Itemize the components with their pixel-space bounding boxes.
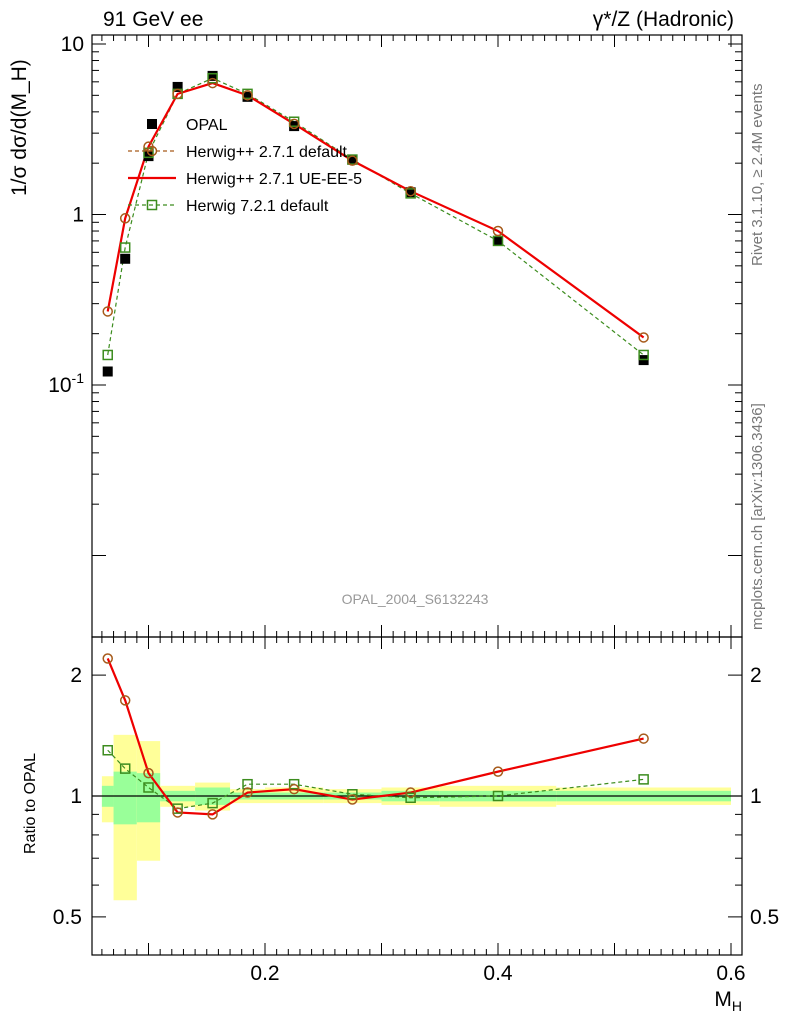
legend-label: Herwig++ 2.7.1 default bbox=[186, 144, 348, 161]
opal-data-point bbox=[102, 366, 113, 377]
herwigpp-default-point bbox=[347, 155, 358, 166]
herwig7-default-point bbox=[492, 235, 504, 247]
opal-data-point bbox=[493, 235, 503, 246]
x-tick-label: 0.2 bbox=[250, 962, 279, 985]
ratio-herwigpp-default-point bbox=[172, 807, 183, 818]
ratio-herwig7-point bbox=[492, 790, 504, 802]
ratio-stat-band bbox=[136, 773, 161, 823]
herwigpp-default-point bbox=[172, 88, 183, 100]
legend-label: Herwig 7.2.1 default bbox=[186, 198, 329, 215]
ratio-herwig7-line bbox=[107, 749, 644, 810]
ratio-herwig7-point bbox=[172, 803, 183, 814]
legend-marker bbox=[147, 119, 157, 129]
ratio-herwigpp-ueee5-line bbox=[106, 658, 644, 816]
herwig7-default-point bbox=[638, 349, 649, 361]
legend-label: Herwig++ 2.7.1 UE-EE-5 bbox=[186, 171, 362, 188]
herwig7-default-point bbox=[102, 349, 113, 361]
ratio-herwig7-point bbox=[405, 792, 416, 804]
x-tick-label: 0.6 bbox=[716, 962, 745, 985]
ratio-herwig7-point bbox=[143, 782, 154, 793]
legend-marker bbox=[146, 145, 158, 157]
herwigpp-default-point bbox=[242, 90, 253, 101]
herwig7-default-point bbox=[207, 72, 218, 84]
ratio-herwig7-point bbox=[638, 774, 649, 785]
ratio-tick-label: 2 bbox=[70, 664, 82, 687]
x-axis-title: MH bbox=[714, 988, 742, 1014]
y-tick-label: 10 bbox=[61, 33, 84, 56]
y-tick-label: 1 bbox=[72, 204, 84, 227]
ratio-tick-label-right: 2 bbox=[750, 664, 762, 687]
herwigpp-default-point bbox=[119, 213, 131, 224]
herwigpp-default-point bbox=[288, 118, 300, 130]
ratio-tick-label-right: 0.5 bbox=[750, 906, 779, 929]
ratio-stat-band bbox=[113, 771, 137, 825]
opal-data-point bbox=[120, 253, 131, 264]
herwigpp-default-point bbox=[638, 332, 649, 343]
opal-data-point bbox=[242, 91, 253, 102]
opal-data-point bbox=[405, 187, 416, 198]
ratio-herwigpp-default-point bbox=[347, 794, 358, 805]
ratio-herwigpp-default-point bbox=[638, 733, 649, 744]
analysis-label: OPAL_2004_S6132243 bbox=[342, 591, 489, 607]
ratio-herwigpp-default-point bbox=[492, 766, 504, 777]
ratio-herwig7-point bbox=[119, 763, 131, 774]
herwigpp-default-point bbox=[405, 185, 416, 197]
y-tick-label: 10-1 bbox=[48, 370, 84, 397]
ratio-herwig7-point bbox=[288, 778, 300, 790]
header-left: 91 GeV ee bbox=[103, 8, 204, 31]
header-right: γ*/Z (Hadronic) bbox=[592, 8, 734, 31]
ratio-herwigpp-default-point bbox=[242, 787, 253, 798]
ratio-herwigpp-default-point bbox=[288, 783, 300, 795]
ratio-tick-label: 1 bbox=[70, 785, 82, 808]
herwigpp-default-point bbox=[207, 77, 218, 89]
ratio-herwigpp-default-point bbox=[102, 653, 113, 664]
ratio-herwigpp-default-point bbox=[405, 787, 416, 798]
legend-marker bbox=[146, 199, 158, 211]
ratio-herwig7-point bbox=[207, 797, 218, 809]
ratio-herwigpp-default-point bbox=[119, 695, 131, 706]
ratio-tick-label: 0.5 bbox=[53, 906, 82, 929]
x-tick-label: 0.4 bbox=[483, 962, 513, 985]
opal-data-point bbox=[207, 70, 218, 81]
opal-data-point bbox=[172, 81, 183, 92]
ratio-tick-label-right: 1 bbox=[750, 785, 762, 808]
herwigpp-default-point bbox=[102, 306, 113, 317]
ratio-herwigpp-default-point bbox=[143, 767, 154, 779]
ratio-herwigpp-default-point bbox=[207, 809, 218, 820]
opal-data-point bbox=[347, 154, 358, 165]
ratio-herwig7-point bbox=[102, 744, 113, 756]
herwigpp-default-point bbox=[492, 225, 504, 237]
herwig7-default-point bbox=[119, 242, 131, 253]
legend-label: OPAL bbox=[186, 117, 228, 134]
opal-data-point bbox=[143, 151, 154, 162]
ratio-herwig7-point bbox=[347, 789, 358, 800]
